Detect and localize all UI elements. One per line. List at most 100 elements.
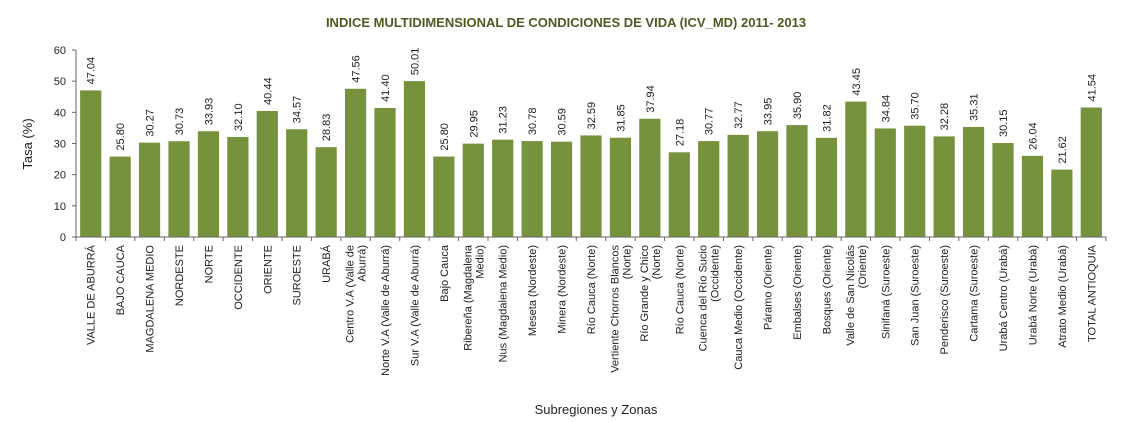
x-tick-label: Medio) bbox=[474, 245, 486, 279]
x-tick-label: NORTE bbox=[203, 245, 215, 283]
data-label: 43.45 bbox=[851, 68, 863, 96]
x-tick-label: Río Cauca (Norte) bbox=[586, 245, 598, 334]
bar bbox=[433, 156, 455, 237]
data-label: 28.83 bbox=[321, 114, 333, 142]
y-tick-label: 40 bbox=[54, 107, 66, 119]
x-tick-label: Minera (Nordeste) bbox=[557, 245, 569, 334]
data-label: 30.73 bbox=[174, 108, 186, 136]
data-label: 41.54 bbox=[1086, 74, 1098, 102]
data-label: 35.70 bbox=[910, 92, 922, 120]
x-tick-label: Vertiente Chorros Blancos bbox=[609, 245, 621, 373]
data-label: 34.84 bbox=[880, 95, 892, 123]
x-tick-label: Cartama (Suroeste) bbox=[969, 245, 981, 342]
bar bbox=[315, 147, 337, 237]
data-label: 33.93 bbox=[203, 98, 215, 126]
y-tick-label: 50 bbox=[54, 76, 66, 88]
x-tick-label: Urabá Norte (Urabá) bbox=[1027, 245, 1039, 345]
data-label: 37.94 bbox=[645, 85, 657, 113]
x-tick-label: Sur V.A (Valle de Aburrá) bbox=[409, 245, 421, 366]
x-tick-label: Río Grande y Chico bbox=[639, 245, 651, 342]
x-tick-label: (Oriente) bbox=[857, 245, 869, 288]
bar bbox=[756, 131, 779, 237]
data-label: 25.80 bbox=[115, 123, 127, 151]
bar bbox=[138, 142, 161, 237]
y-tick-label: 60 bbox=[54, 45, 66, 57]
x-tick-label: Bosques (Oriente) bbox=[821, 245, 833, 334]
data-label: 47.56 bbox=[351, 55, 363, 83]
x-tick-label: Páramo (Oriente) bbox=[763, 245, 775, 330]
bar bbox=[521, 141, 543, 237]
data-label: 25.80 bbox=[439, 123, 451, 151]
data-label: 41.40 bbox=[380, 74, 392, 102]
y-tick-label: 20 bbox=[54, 170, 66, 182]
x-tick-label: VALLE DE ABURRÁ bbox=[85, 244, 98, 345]
data-label: 31.23 bbox=[498, 106, 510, 134]
data-label: 47.04 bbox=[86, 57, 98, 85]
x-tick-label: Urabá Centro (Urabá) bbox=[998, 245, 1010, 351]
x-tick-label: URABÁ bbox=[320, 244, 333, 283]
x-tick-label: Río Cauca (Norte) bbox=[674, 245, 686, 334]
x-tick-label: Meseta (Nordeste) bbox=[527, 245, 539, 336]
data-label: 29.95 bbox=[468, 110, 480, 138]
bar bbox=[874, 128, 896, 237]
bar bbox=[109, 156, 131, 237]
bar bbox=[580, 135, 602, 237]
data-label: 32.10 bbox=[233, 103, 245, 131]
data-labels-group: 47.04 25.80 30.27 30.73 33.93 32.10 40.44 34.57… bbox=[86, 48, 1099, 164]
data-label: 31.85 bbox=[615, 104, 627, 132]
y-tick-label: 0 bbox=[60, 232, 66, 244]
chart-title: INDICE MULTIDIMENSIONAL DE CONDICIONES D… bbox=[326, 15, 806, 30]
bar bbox=[256, 110, 278, 237]
data-label: 30.15 bbox=[998, 110, 1010, 138]
data-label: 40.44 bbox=[262, 77, 274, 105]
data-label: 30.59 bbox=[557, 108, 569, 136]
x-tick-label: Norte V.A (Valle de Aburrá) bbox=[380, 245, 392, 376]
x-tick-label: Aburrá) bbox=[357, 245, 369, 282]
x-tick-label: NORDESTE bbox=[174, 245, 186, 306]
bar bbox=[933, 136, 955, 237]
x-tick-label: ORIENTE bbox=[262, 245, 274, 294]
bars-group bbox=[80, 81, 1102, 238]
x-tick-label: TOTAL ANTIOQUIA bbox=[1086, 244, 1098, 342]
data-label: 30.77 bbox=[704, 108, 716, 136]
bar bbox=[227, 136, 249, 237]
bar bbox=[815, 137, 838, 237]
data-label: 50.01 bbox=[409, 48, 421, 76]
x-tick-label: Atrato Medio (Urabá) bbox=[1057, 245, 1069, 348]
bar bbox=[1080, 107, 1102, 238]
y-tick-label: 10 bbox=[54, 201, 66, 213]
x-tick-label: Cuenca del Río Sucio bbox=[698, 245, 710, 351]
data-label: 26.04 bbox=[1027, 122, 1039, 150]
x-tick-label: Centro V.A (Valle de bbox=[345, 245, 357, 343]
x-tick-label: (Norte) bbox=[651, 245, 663, 279]
bar bbox=[344, 88, 367, 237]
bar bbox=[845, 101, 867, 237]
bar bbox=[727, 134, 749, 237]
data-label: 33.95 bbox=[763, 98, 775, 126]
data-label: 32.28 bbox=[939, 103, 951, 131]
bar bbox=[639, 118, 661, 237]
data-label: 34.57 bbox=[292, 96, 304, 124]
data-label: 30.27 bbox=[145, 109, 157, 137]
x-tick-label: (Occidente) bbox=[710, 245, 722, 302]
x-tick-label: OCCIDENTE bbox=[233, 245, 245, 310]
x-tick-label: San Juan (Suroeste) bbox=[910, 245, 922, 346]
x-axis-label: Subregiones y Zonas bbox=[535, 402, 658, 417]
x-tick-label: (Norte) bbox=[621, 245, 633, 279]
data-label: 35.31 bbox=[969, 93, 981, 121]
data-label: 31.82 bbox=[821, 104, 833, 132]
x-tick-label: Sinifaná (Suroeste) bbox=[880, 245, 892, 339]
data-label: 32.77 bbox=[733, 101, 745, 129]
bar bbox=[1021, 155, 1044, 237]
bar bbox=[492, 139, 514, 237]
x-tick-label: MAGDALENA MEDIO bbox=[145, 245, 157, 353]
x-tick-label: Bajo Cauca bbox=[439, 244, 451, 302]
bar bbox=[962, 126, 985, 237]
data-label: 35.90 bbox=[792, 92, 804, 120]
bar bbox=[698, 141, 720, 237]
data-label: 27.18 bbox=[674, 119, 686, 147]
bar bbox=[668, 152, 690, 237]
x-axis: VALLE DE ABURRÁ BAJO CAUCA MAGDALENA MEDIO… bbox=[75, 236, 1107, 376]
bar bbox=[904, 125, 926, 237]
